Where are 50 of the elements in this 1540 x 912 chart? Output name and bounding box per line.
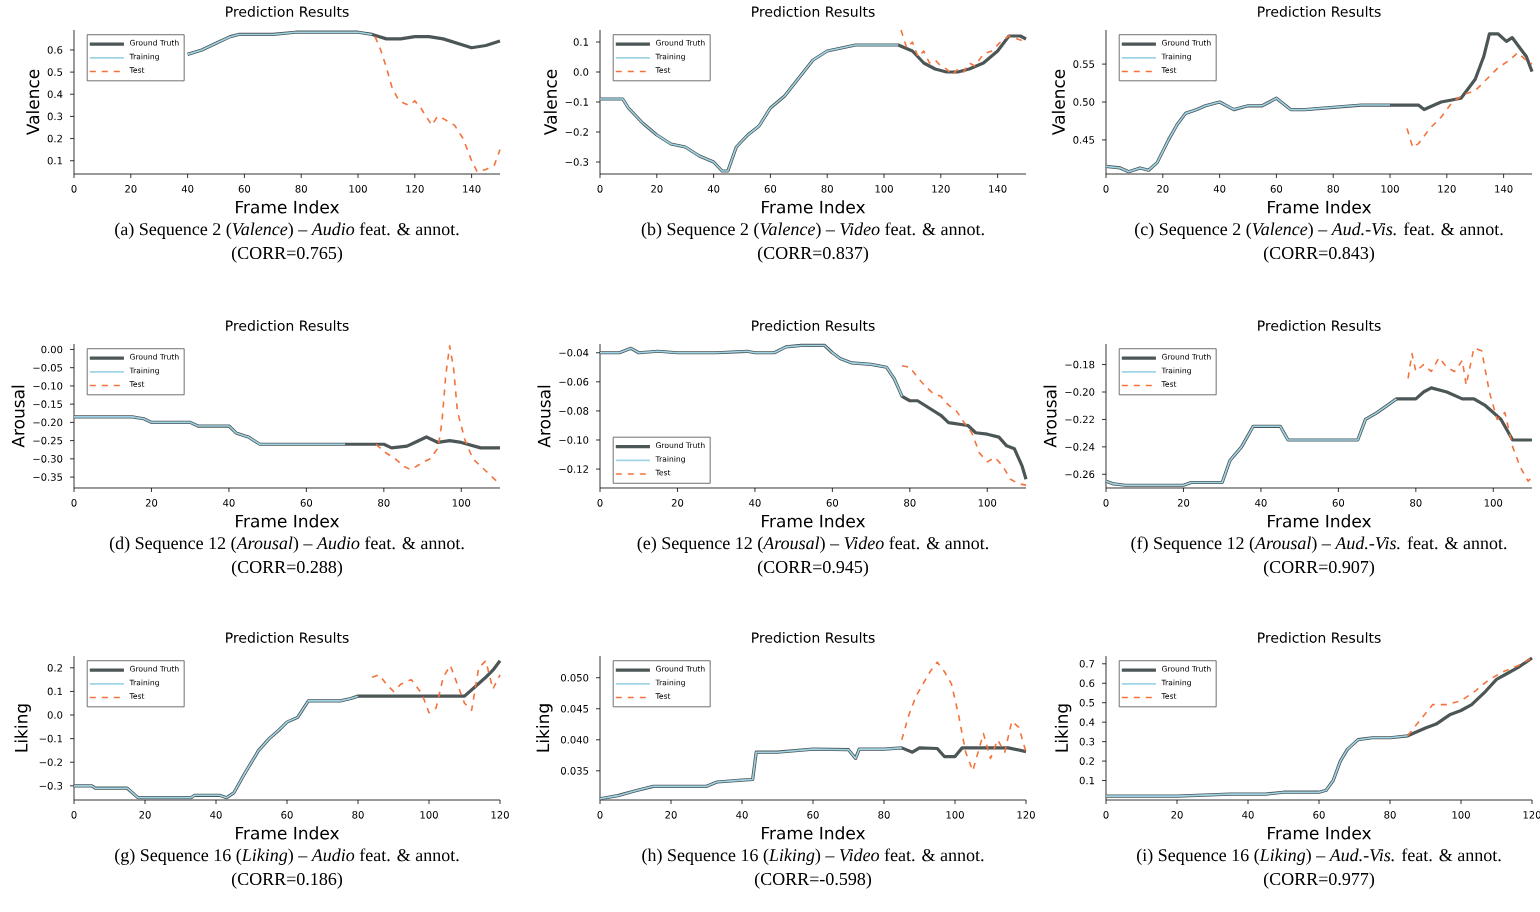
text: (CORR=0.843) [1263, 246, 1375, 263]
text: (CORR=0.186) [231, 872, 343, 889]
x-axis-title: Frame Index [1268, 200, 1372, 214]
y-axis-title: Liking [536, 704, 553, 752]
x-axis-title: Frame Index [762, 200, 866, 214]
text: (CORR=0.945) [757, 560, 869, 577]
y-axis-title: Liking [1054, 704, 1072, 752]
text: (CORR=0.288) [231, 560, 343, 577]
line-series [599, 344, 903, 398]
x-axis-title: Frame Index [1268, 514, 1372, 528]
y-axis-title: Valence [26, 69, 40, 136]
line-series [900, 661, 1027, 772]
y-axis-title: Valence [543, 69, 557, 136]
line-series [1406, 657, 1533, 737]
line-series [900, 29, 1027, 76]
line-series [1406, 51, 1533, 149]
line-series [375, 345, 501, 486]
line-series [186, 31, 374, 56]
line-series [1105, 734, 1409, 797]
text: (c) Sequence 2 (Valence) – Aud.-Vis. feat. & annot. [1135, 222, 1503, 239]
x-axis-title: Frame Index [236, 200, 340, 214]
y-axis-title: Valence [1051, 69, 1065, 136]
x-axis-title: Frame Index [1268, 826, 1372, 840]
text: (CORR=0.837) [757, 246, 869, 263]
text: (g) Sequence 16 (Liking) – Audio feat. & annot. [115, 848, 459, 865]
x-axis-title: Frame Index [236, 514, 340, 528]
text: (h) Sequence 16 (Liking) – Video feat. & annot. [642, 848, 984, 865]
y-axis-title: Arousal [11, 385, 25, 448]
text: (f) Sequence 12 (Arousal) – Aud.-Vis. feat. & annot. [1131, 536, 1507, 553]
line-series [371, 659, 501, 714]
text: (e) Sequence 12 (Arousal) – Video feat. & annot. [637, 536, 989, 553]
y-axis-title: Arousal [1043, 385, 1057, 448]
text: (CORR=-0.598) [754, 872, 872, 889]
text: (a) Sequence 2 (Valence) – Audio feat. & annot. [115, 222, 459, 239]
text: (CORR=0.765) [231, 246, 343, 263]
y-axis-title: Arousal [537, 385, 551, 448]
text: (CORR=0.907) [1263, 560, 1375, 577]
y-axis-title: Liking [14, 704, 31, 752]
text: (CORR=0.977) [1263, 872, 1375, 889]
text: (d) Sequence 12 (Arousal) – Audio feat. & annot. [109, 536, 464, 553]
text: (i) Sequence 16 (Liking) – Aud.-Vis. feat. & annot. [1137, 848, 1501, 865]
line-series [73, 695, 359, 799]
text: (b) Sequence 2 (Valence) – Video feat. & annot. [641, 222, 984, 239]
x-axis-title: Frame Index [762, 514, 866, 528]
line-series [1104, 656, 1534, 798]
line-series [1407, 347, 1533, 482]
x-axis-title: Frame Index [236, 826, 340, 840]
line-series [374, 35, 501, 173]
x-axis-title: Frame Index [762, 826, 866, 840]
line-series [901, 365, 1027, 486]
